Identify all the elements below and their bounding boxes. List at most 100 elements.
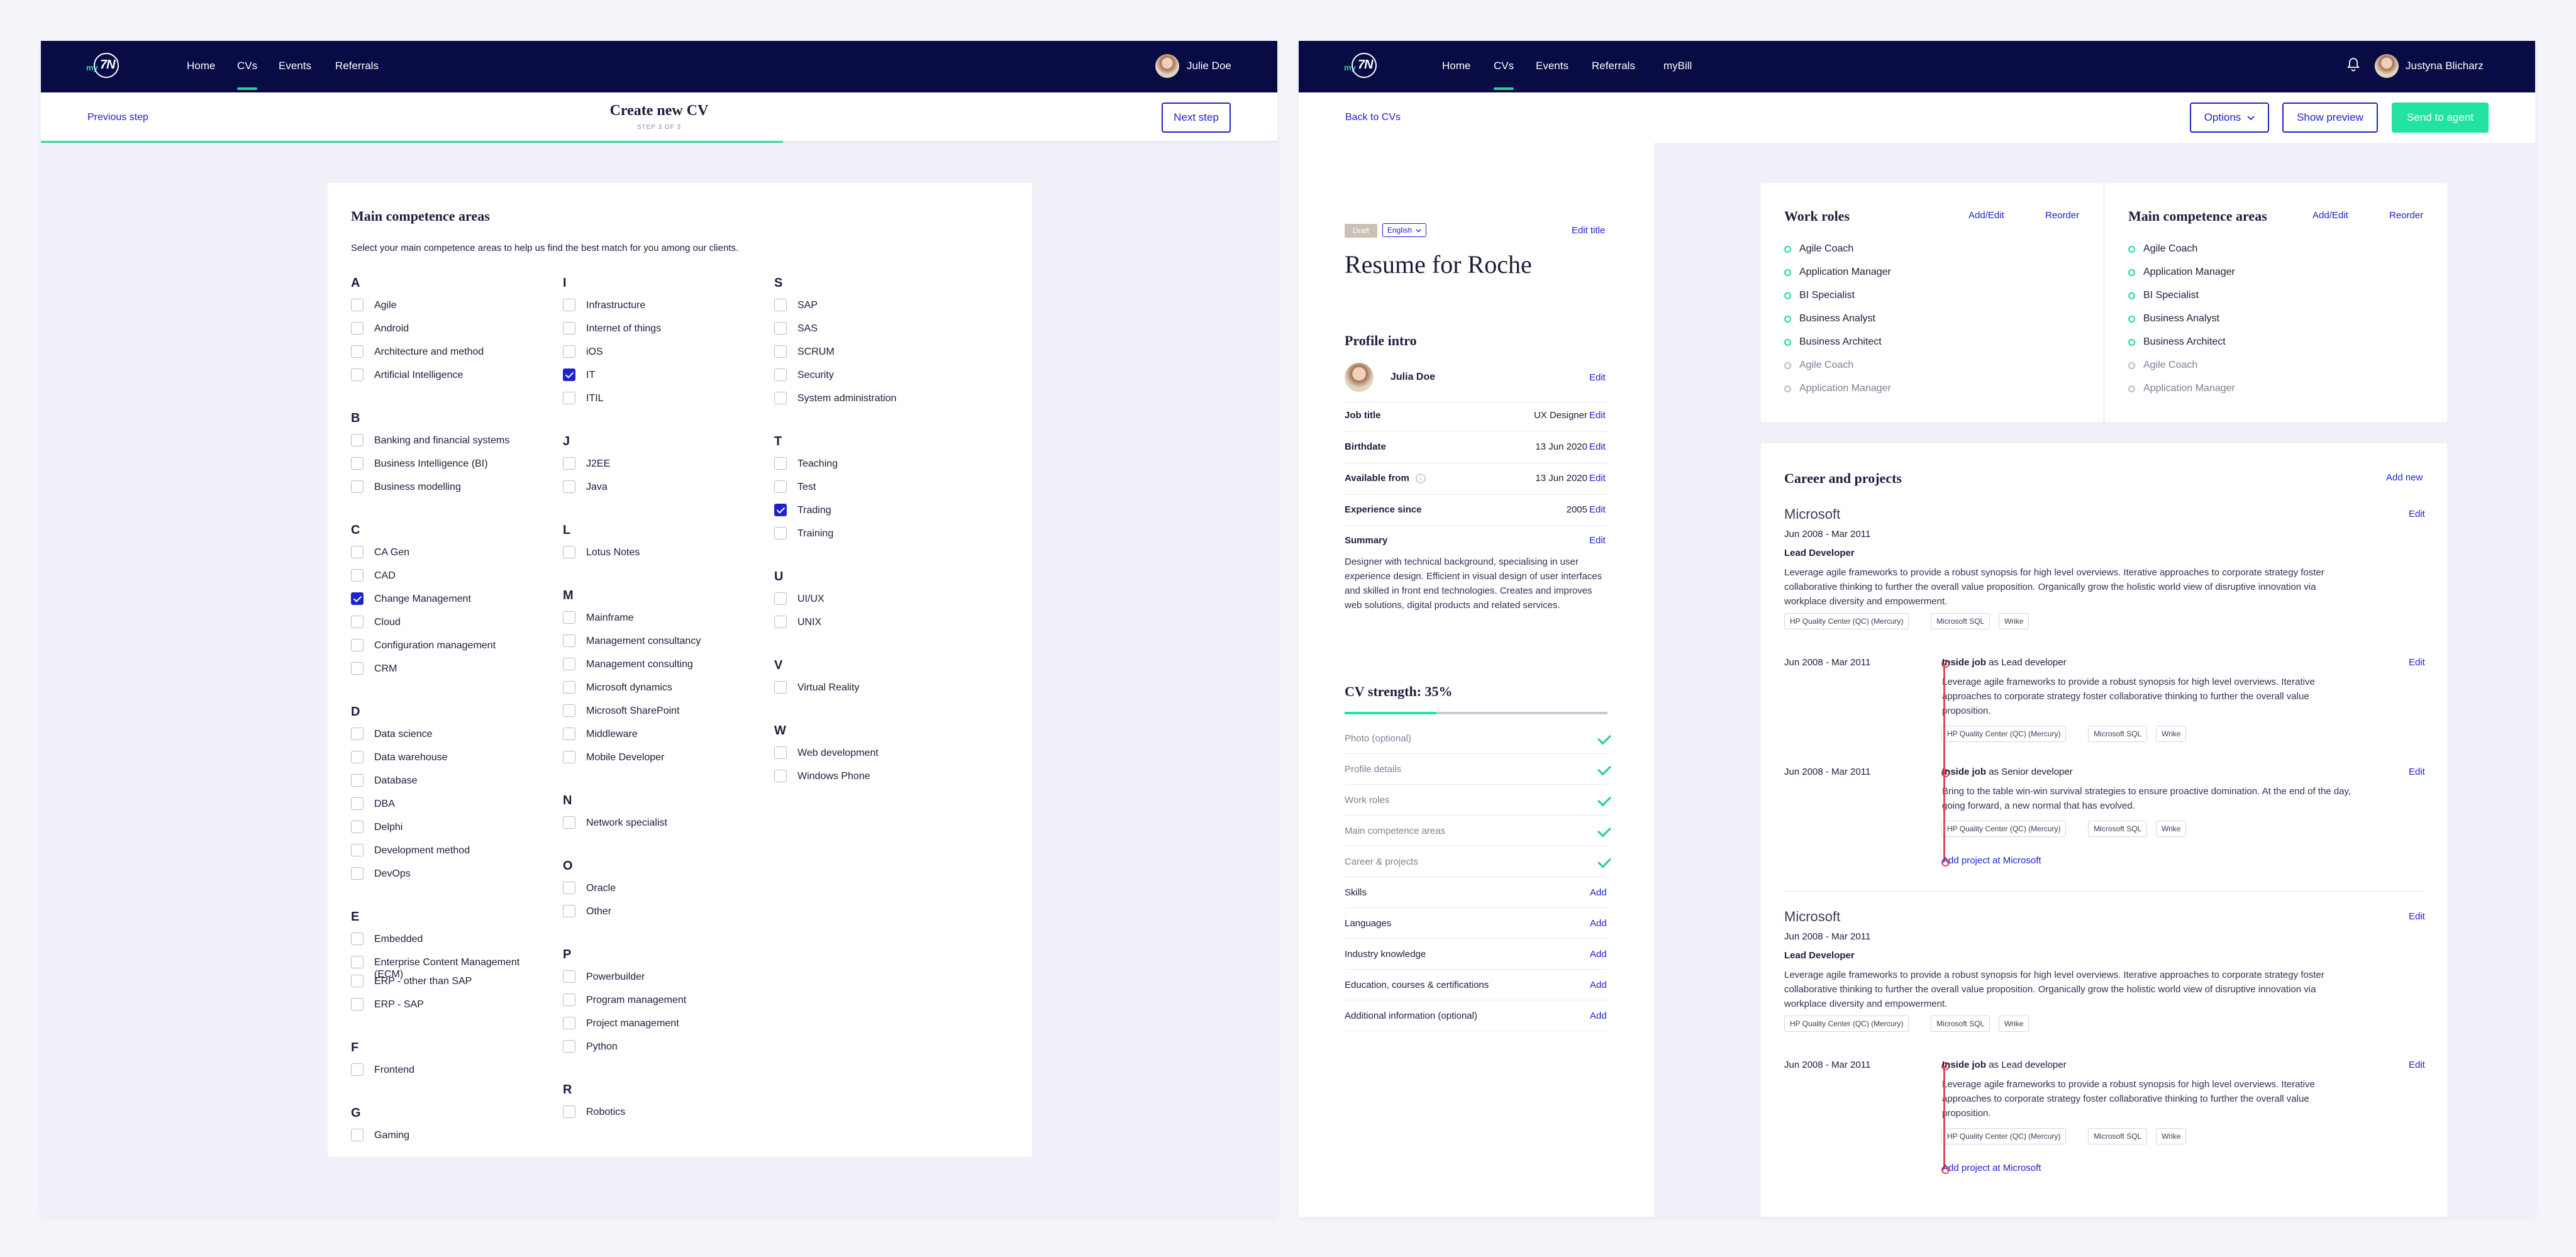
checkbox-label[interactable]: DBA (374, 799, 395, 809)
edit-company-link[interactable]: Edit (2409, 911, 2425, 922)
checkbox-label[interactable]: Enterprise Content Management (ECM) (374, 957, 520, 980)
bell-icon[interactable] (2347, 57, 2360, 75)
checkbox[interactable] (774, 681, 787, 694)
checkbox-label[interactable]: SAP (797, 300, 818, 311)
edit-title-link[interactable]: Edit title (1572, 225, 1606, 236)
checkbox[interactable] (563, 322, 575, 335)
checkbox[interactable] (774, 770, 787, 782)
checkbox-label[interactable]: Powerbuilder (586, 972, 645, 982)
checkbox[interactable] (563, 1105, 575, 1118)
next-step-button[interactable]: Next step (1162, 102, 1231, 133)
add-new-career-link[interactable]: Add new (2386, 472, 2423, 483)
checkbox[interactable] (563, 611, 575, 624)
checkbox[interactable] (351, 480, 364, 493)
checkbox[interactable] (774, 457, 787, 470)
checkbox[interactable] (563, 457, 575, 470)
add-project-link[interactable]: Add project at Microsoft (1942, 855, 2041, 866)
checkbox[interactable] (774, 392, 787, 404)
nav-home[interactable]: Home (1442, 60, 1471, 72)
edit-project-link[interactable]: Edit (2409, 767, 2425, 777)
checkbox-label[interactable]: Project management (586, 1018, 679, 1029)
checkbox[interactable] (774, 616, 787, 628)
checkbox-label[interactable]: Training (797, 528, 834, 539)
checkbox-label[interactable]: DevOps (374, 868, 411, 879)
checkbox[interactable] (563, 1017, 575, 1029)
show-preview-button[interactable]: Show preview (2282, 102, 2378, 133)
checkbox[interactable] (563, 970, 575, 983)
checkbox[interactable] (563, 368, 575, 381)
checkbox-label[interactable]: Gaming (374, 1130, 410, 1141)
checkbox[interactable] (351, 975, 364, 987)
checkbox-label[interactable]: iOS (586, 346, 603, 357)
checkbox-label[interactable]: Android (374, 323, 409, 334)
checkbox[interactable] (351, 1129, 364, 1141)
avatar[interactable] (1155, 54, 1179, 78)
nav-events[interactable]: Events (279, 60, 311, 72)
checkbox[interactable] (774, 480, 787, 493)
checkbox-label[interactable]: Business Intelligence (BI) (374, 458, 488, 469)
add-link[interactable]: Add (1590, 949, 1607, 960)
checkbox-label[interactable]: Embedded (374, 934, 423, 944)
options-button[interactable]: Options (2190, 102, 2269, 133)
checkbox-label[interactable]: Microsoft dynamics (586, 682, 672, 693)
checkbox[interactable] (351, 797, 364, 810)
checkbox-label[interactable]: ERP - SAP (374, 999, 424, 1010)
checkbox-label[interactable]: ITIL (586, 393, 604, 404)
checkbox-label[interactable]: CRM (374, 663, 397, 674)
checkbox[interactable] (774, 527, 787, 540)
user-name[interactable]: Julie Doe (1187, 60, 1231, 72)
checkbox-label[interactable]: System administration (797, 393, 897, 404)
checkbox[interactable] (774, 504, 787, 516)
checkbox[interactable] (774, 592, 787, 605)
send-to-agent-button[interactable]: Send to agent (2392, 102, 2489, 133)
checkbox-label[interactable]: Security (797, 370, 834, 380)
checkbox[interactable] (563, 816, 575, 829)
checkbox-label[interactable]: Business modelling (374, 482, 461, 492)
checkbox-label[interactable]: Change Management (374, 594, 471, 604)
checkbox[interactable] (563, 392, 575, 404)
checkbox[interactable] (563, 1040, 575, 1053)
checkbox[interactable] (563, 634, 575, 647)
checkbox[interactable] (563, 882, 575, 894)
avatar[interactable] (2375, 54, 2399, 78)
checkbox[interactable] (351, 728, 364, 740)
checkbox-label[interactable]: Internet of things (586, 323, 662, 334)
checkbox[interactable] (351, 639, 364, 651)
checkbox-label[interactable]: Trading (797, 505, 831, 516)
competence-addedit-link[interactable]: Add/Edit (2312, 210, 2348, 221)
checkbox[interactable] (351, 956, 364, 968)
checkbox-label[interactable]: Python (586, 1041, 618, 1052)
checkbox[interactable] (563, 728, 575, 740)
checkbox-label[interactable]: Java (586, 482, 608, 492)
edit-project-link[interactable]: Edit (2409, 1060, 2425, 1070)
checkbox-label[interactable]: Windows Phone (797, 771, 870, 782)
checkbox[interactable] (563, 299, 575, 311)
checkbox-label[interactable]: Middleware (586, 729, 638, 739)
checkbox-label[interactable]: Lotus Notes (586, 547, 640, 558)
checkbox[interactable] (563, 658, 575, 670)
nav-mybill[interactable]: myBill (1663, 60, 1692, 72)
edit-company-link[interactable]: Edit (2409, 509, 2425, 519)
checkbox[interactable] (563, 704, 575, 717)
edit-detail-link[interactable]: Edit (1589, 410, 1606, 421)
add-link[interactable]: Add (1590, 1011, 1607, 1021)
checkbox-label[interactable]: Mobile Developer (586, 752, 665, 763)
checkbox-label[interactable]: Management consultancy (586, 636, 701, 646)
checkbox[interactable] (774, 368, 787, 381)
checkbox-label[interactable]: Banking and financial systems (374, 435, 510, 446)
checkbox[interactable] (351, 774, 364, 787)
edit-detail-link[interactable]: Edit (1589, 473, 1606, 484)
checkbox[interactable] (351, 457, 364, 470)
checkbox-label[interactable]: J2EE (586, 458, 611, 469)
checkbox[interactable] (351, 867, 364, 880)
work-roles-reorder-link[interactable]: Reorder (2045, 210, 2080, 221)
checkbox[interactable] (351, 844, 364, 856)
checkbox[interactable] (774, 322, 787, 335)
checkbox-label[interactable]: IT (586, 370, 596, 380)
previous-step-link[interactable]: Previous step (87, 112, 148, 123)
language-select[interactable]: English (1382, 223, 1426, 237)
checkbox-label[interactable]: Frontend (374, 1065, 415, 1075)
checkbox[interactable] (774, 345, 787, 358)
checkbox[interactable] (351, 546, 364, 558)
checkbox[interactable] (351, 933, 364, 945)
